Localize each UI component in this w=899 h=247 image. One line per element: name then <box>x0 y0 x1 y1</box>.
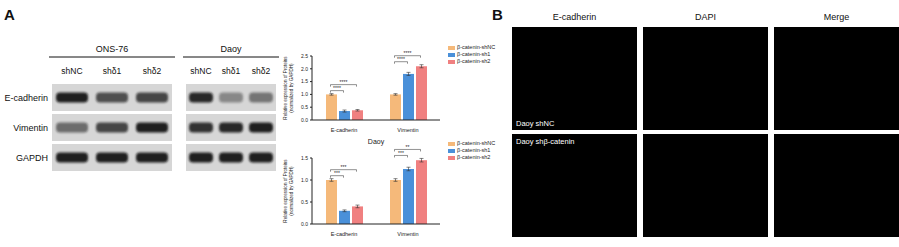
svg-text:****: **** <box>397 56 405 62</box>
svg-text:Relative expression of Protein: Relative expression of Proteins <box>283 56 288 120</box>
svg-text:Vimentin: Vimentin <box>397 231 418 236</box>
svg-text:shδ1: shδ1 <box>222 66 241 76</box>
svg-text:Daoy: Daoy <box>220 44 242 54</box>
svg-text:shNC: shNC <box>61 66 82 76</box>
svg-text:0.5: 0.5 <box>301 199 308 205</box>
svg-text:****: **** <box>340 79 348 85</box>
svg-text:1.0: 1.0 <box>301 91 308 97</box>
svg-text:Daoy shβ-catenin: Daoy shβ-catenin <box>516 137 575 146</box>
svg-text:E-cadherin: E-cadherin <box>4 93 48 103</box>
svg-text:1.5: 1.5 <box>301 78 308 84</box>
svg-text:Relative expression of Protein: Relative expression of Proteins <box>283 159 288 223</box>
svg-text:E-cadherin: E-cadherin <box>331 231 358 236</box>
html-text:β-catenin-sh1: β-catenin-sh1 <box>457 147 491 153</box>
svg-text:Daoy: Daoy <box>368 138 385 146</box>
html-text:β-catenin-shNC: β-catenin-shNC <box>457 44 496 50</box>
svg-text:GAPDH: GAPDH <box>16 153 48 163</box>
svg-text:1.0: 1.0 <box>301 177 308 183</box>
svg-text:Vimentin: Vimentin <box>397 127 418 132</box>
svg-text:0.5: 0.5 <box>301 104 308 110</box>
svg-text:shδ2: shδ2 <box>143 66 162 76</box>
svg-text:ONS-76: ONS-76 <box>96 44 129 54</box>
svg-text:****: **** <box>333 85 341 91</box>
svg-text:Daoy shNC: Daoy shNC <box>516 119 555 128</box>
svg-text:E-cadherin: E-cadherin <box>553 12 597 22</box>
html-text:β-catenin-shNC: β-catenin-shNC <box>457 140 496 146</box>
svg-text:***: *** <box>334 170 340 176</box>
svg-text:****: **** <box>404 50 412 56</box>
svg-text:A: A <box>4 6 15 23</box>
svg-text:DAPI: DAPI <box>695 12 716 22</box>
svg-text:2.5: 2.5 <box>301 53 308 59</box>
svg-text:1.5: 1.5 <box>301 155 308 161</box>
html-text:β-catenin-sh1: β-catenin-sh1 <box>457 51 491 57</box>
svg-text:shδ1: shδ1 <box>103 66 122 76</box>
svg-text:Vimentin: Vimentin <box>13 123 48 133</box>
svg-text:B: B <box>492 6 503 23</box>
svg-text:shδ2: shδ2 <box>252 66 271 76</box>
svg-text:**: ** <box>406 144 410 150</box>
svg-text:2.0: 2.0 <box>301 66 308 72</box>
svg-text:***: *** <box>341 164 347 170</box>
svg-text:0.0: 0.0 <box>301 221 308 227</box>
svg-text:***: *** <box>398 150 404 156</box>
svg-text:shNC: shNC <box>190 66 211 76</box>
svg-text:Merge: Merge <box>824 12 850 22</box>
svg-text:0.0: 0.0 <box>301 117 308 123</box>
svg-text:E-cadherin: E-cadherin <box>331 127 358 132</box>
html-text:β-catenin-sh2: β-catenin-sh2 <box>457 58 491 64</box>
html-text:β-catenin-sh2: β-catenin-sh2 <box>457 154 491 160</box>
svg-text:(normalized by GAPDH): (normalized by GAPDH) <box>289 63 294 113</box>
svg-text:(normalized by GAPDH): (normalized by GAPDH) <box>289 166 294 216</box>
